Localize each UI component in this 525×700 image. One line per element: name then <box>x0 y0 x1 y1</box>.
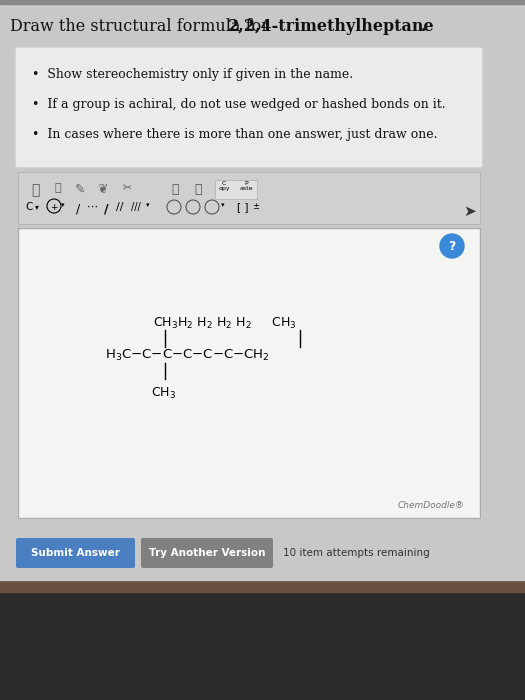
Bar <box>18 172 480 224</box>
Text: ±: ± <box>253 202 259 211</box>
Text: ✎: ✎ <box>75 183 85 196</box>
Text: $\mathregular{CH_3}$: $\mathregular{CH_3}$ <box>151 386 176 400</box>
Bar <box>0 590 525 700</box>
Text: ⋯: ⋯ <box>87 202 98 212</box>
Circle shape <box>440 234 464 258</box>
Text: ▾: ▾ <box>61 202 65 208</box>
Text: ❦: ❦ <box>98 183 108 196</box>
Text: 🔎: 🔎 <box>194 183 202 196</box>
Bar <box>18 172 480 224</box>
Text: •  In cases where there is more than one answer, just draw one.: • In cases where there is more than one … <box>32 128 437 141</box>
Text: ChemDoodle®: ChemDoodle® <box>398 501 465 510</box>
Text: +: + <box>50 203 58 212</box>
Text: $\mathregular{H_3C{-}C{-}C{-}C{-}C{-}C{-}CH_2}$: $\mathregular{H_3C{-}C{-}C{-}C{-}C{-}C{-… <box>105 347 270 363</box>
Bar <box>18 228 480 518</box>
Text: ▾: ▾ <box>35 202 39 211</box>
Bar <box>0 578 525 592</box>
Text: ?: ? <box>448 241 456 253</box>
Text: P
aste: P aste <box>239 181 253 191</box>
Text: Draw the structural formula for: Draw the structural formula for <box>10 18 274 35</box>
Bar <box>215 180 257 199</box>
Text: ➤: ➤ <box>464 204 476 219</box>
Text: ▾: ▾ <box>221 202 225 208</box>
Text: ///: /// <box>131 202 141 212</box>
Text: Try Another Version: Try Another Version <box>149 548 265 558</box>
Text: C: C <box>25 202 33 212</box>
Text: Submit Answer: Submit Answer <box>30 548 120 558</box>
Text: [ ]: [ ] <box>237 202 249 212</box>
Text: ▾: ▾ <box>146 202 150 208</box>
FancyBboxPatch shape <box>15 47 483 168</box>
Text: ✂: ✂ <box>122 183 132 193</box>
Text: .: . <box>421 18 426 35</box>
Bar <box>0 0 525 580</box>
Text: 2,2,4-trimethylheptane: 2,2,4-trimethylheptane <box>228 18 435 35</box>
Text: 🔍: 🔍 <box>171 183 178 196</box>
FancyBboxPatch shape <box>141 538 273 568</box>
FancyBboxPatch shape <box>16 538 135 568</box>
Text: $\mathregular{CH_3H_2\ H_2\ H_2\ H_2\ \ \ \ \ CH_3}$: $\mathregular{CH_3H_2\ H_2\ H_2\ H_2\ \ … <box>153 316 297 330</box>
Text: //: // <box>116 202 124 212</box>
Text: ✋: ✋ <box>31 183 39 197</box>
Bar <box>18 228 480 518</box>
Text: C
opy: C opy <box>218 181 230 191</box>
Text: •  Show stereochemistry only if given in the name.: • Show stereochemistry only if given in … <box>32 68 353 81</box>
Text: 🔒: 🔒 <box>55 183 61 193</box>
Bar <box>0 0 525 4</box>
Text: •  If a group is achiral, do not use wedged or hashed bonds on it.: • If a group is achiral, do not use wedg… <box>32 98 446 111</box>
Bar <box>215 180 257 199</box>
Text: /: / <box>104 203 108 216</box>
Text: 10 item attempts remaining: 10 item attempts remaining <box>283 548 430 558</box>
Text: /: / <box>76 202 80 215</box>
